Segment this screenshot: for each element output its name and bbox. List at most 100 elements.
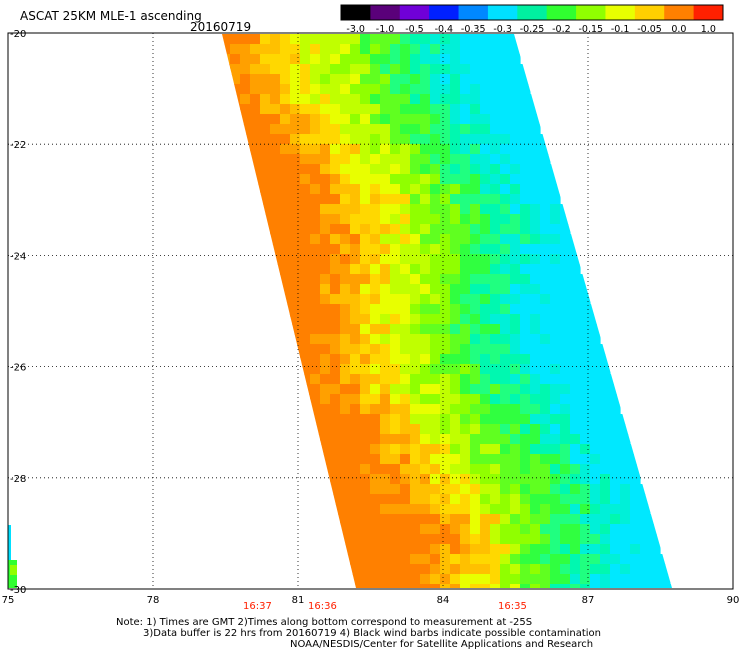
swath-cell bbox=[480, 234, 491, 245]
swath-cell bbox=[520, 84, 531, 95]
swath-cell bbox=[620, 444, 631, 455]
swath-cell bbox=[460, 324, 471, 335]
swath-cell bbox=[240, 124, 251, 135]
swath-cell bbox=[520, 444, 531, 455]
swath-cell bbox=[390, 564, 401, 575]
swath-cell bbox=[310, 194, 321, 205]
swath-cell bbox=[480, 414, 491, 425]
swath-cell bbox=[550, 174, 561, 185]
swath-cell bbox=[490, 364, 501, 375]
swath-cell bbox=[590, 384, 601, 395]
swath-cell bbox=[370, 314, 381, 325]
note-line-3: NOAA/NESDIS/Center for Satellite Applica… bbox=[290, 639, 593, 650]
swath-cell bbox=[490, 294, 501, 305]
swath-cell bbox=[260, 44, 271, 55]
swath-cell bbox=[390, 64, 401, 75]
swath-cell bbox=[490, 534, 501, 545]
swath-cell bbox=[500, 54, 511, 65]
swath-cell bbox=[400, 164, 411, 175]
swath-cell bbox=[370, 544, 381, 555]
swath-cell bbox=[420, 124, 431, 135]
swath-cell bbox=[310, 84, 321, 95]
swath-cell bbox=[340, 334, 351, 345]
swath-cell bbox=[370, 174, 381, 185]
swath-cell bbox=[530, 114, 541, 125]
swath-cell bbox=[410, 434, 421, 445]
swath-cell bbox=[550, 264, 561, 275]
swath-cell bbox=[470, 424, 481, 435]
swath-cell bbox=[420, 224, 431, 235]
swath-cell bbox=[570, 504, 581, 515]
swath-cell bbox=[360, 364, 371, 375]
swath-cell bbox=[450, 494, 461, 505]
swath-cell bbox=[350, 424, 361, 435]
swath-cell bbox=[620, 584, 631, 588]
swath-cell bbox=[250, 54, 261, 65]
swath-cell bbox=[490, 504, 501, 515]
swath-cell bbox=[380, 264, 391, 275]
swath-cell bbox=[600, 554, 611, 565]
swath-cell bbox=[470, 84, 481, 95]
swath-cell bbox=[600, 354, 611, 365]
swath-cell bbox=[600, 394, 611, 405]
swath-cell bbox=[630, 524, 641, 535]
swath-cell bbox=[290, 214, 301, 225]
swath-cell bbox=[360, 564, 371, 575]
swath-cell bbox=[440, 44, 451, 55]
swath-cell bbox=[550, 584, 561, 588]
swath-cell bbox=[320, 374, 331, 385]
swath-cell bbox=[330, 464, 341, 475]
x-tick-label: 81 bbox=[292, 595, 305, 606]
swath-cell bbox=[610, 454, 621, 465]
swath-cell bbox=[330, 304, 341, 315]
swath-cell bbox=[490, 274, 501, 285]
swath-cell bbox=[470, 164, 481, 175]
swath-cell bbox=[450, 184, 461, 195]
swath-cell bbox=[380, 74, 391, 85]
swath-cell bbox=[540, 544, 551, 555]
swath-cell bbox=[430, 494, 441, 505]
swath-cell bbox=[460, 564, 471, 575]
swath-cell bbox=[500, 174, 511, 185]
swath-cell bbox=[300, 194, 311, 205]
swath-cell bbox=[540, 464, 551, 475]
swath-cell bbox=[520, 364, 531, 375]
swath-cell bbox=[340, 494, 351, 505]
swath-cell bbox=[520, 164, 531, 175]
swath-cell bbox=[620, 504, 631, 515]
swath-cell bbox=[320, 34, 331, 45]
pass-times: 16:37 16:36 16:35 bbox=[243, 601, 527, 612]
swath-cell bbox=[560, 444, 571, 455]
swath-cell bbox=[590, 344, 601, 355]
swath-cell bbox=[400, 554, 411, 565]
swath-cell bbox=[520, 454, 531, 465]
swath-cell bbox=[610, 414, 621, 425]
swath-cell bbox=[560, 234, 571, 245]
swath-cell bbox=[440, 364, 451, 375]
swath-cell bbox=[520, 504, 531, 515]
colorbar-cell bbox=[576, 5, 606, 20]
swath-cell bbox=[550, 294, 561, 305]
swath-cell bbox=[400, 414, 411, 425]
swath-cell bbox=[480, 74, 491, 85]
swath-cell bbox=[290, 44, 301, 55]
swath-cell bbox=[530, 144, 541, 155]
swath-cell bbox=[390, 184, 401, 195]
swath-cell bbox=[280, 34, 291, 45]
swath-cell bbox=[430, 554, 441, 565]
swath-cell bbox=[500, 404, 511, 415]
swath-cell bbox=[550, 244, 561, 255]
swath-cell bbox=[370, 364, 381, 375]
x-axis-labels: 75 78 81 84 87 90 bbox=[2, 595, 740, 606]
swath-cell bbox=[500, 164, 511, 175]
swath-cell bbox=[240, 74, 251, 85]
swath-cell bbox=[440, 404, 451, 415]
swath-cell bbox=[580, 284, 591, 295]
swath-cell bbox=[440, 74, 451, 85]
swath-cell bbox=[570, 304, 581, 315]
swath-cell bbox=[400, 54, 411, 65]
swath-cell bbox=[630, 504, 641, 515]
swath-cell bbox=[360, 304, 371, 315]
swath-cell bbox=[580, 464, 591, 475]
swath-cell bbox=[320, 254, 331, 265]
